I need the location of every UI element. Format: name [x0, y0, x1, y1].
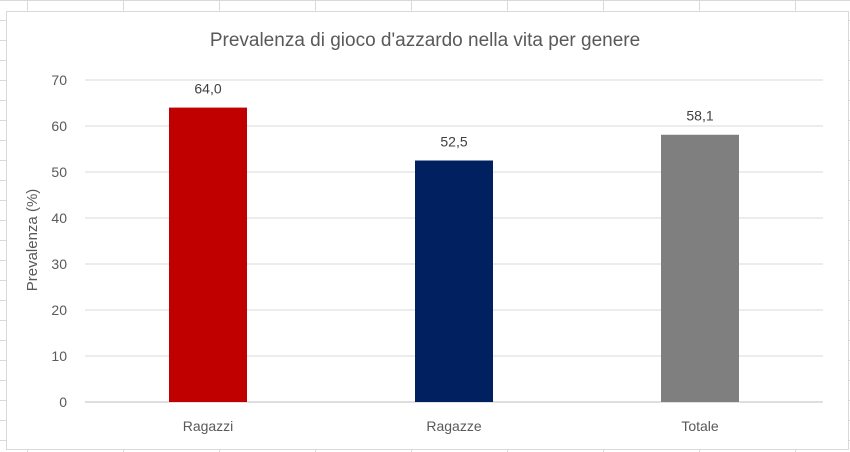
- y-tick-label: 0: [59, 394, 67, 410]
- y-tick-label: 70: [51, 72, 67, 88]
- category-label-ragazze: Ragazze: [426, 418, 481, 434]
- bar-ragazze[interactable]: [415, 160, 493, 403]
- bar-totale[interactable]: [661, 134, 739, 403]
- data-labels: 64,0 52,5 58,1: [194, 81, 713, 150]
- category-label-ragazzi: Ragazzi: [183, 418, 234, 434]
- y-tick-label: 60: [51, 118, 67, 134]
- y-tick-label: 30: [51, 256, 67, 272]
- chart-title: Prevalenza di gioco d'azzardo nella vita…: [209, 30, 641, 51]
- y-tick-label: 20: [51, 302, 67, 318]
- bar-ragazzi[interactable]: [169, 107, 247, 402]
- y-tick-label: 10: [51, 348, 67, 364]
- category-label-totale: Totale: [681, 418, 719, 434]
- y-axis-ticks: 0 10 20 30 40 50 60 70: [51, 72, 67, 410]
- bars: [169, 107, 739, 403]
- y-tick-label: 50: [51, 164, 67, 180]
- data-label-ragazzi: 64,0: [194, 81, 221, 97]
- y-tick-label: 40: [51, 210, 67, 226]
- y-axis-label: Prevalenza (%): [24, 189, 41, 292]
- category-labels: Ragazzi Ragazze Totale: [183, 418, 719, 434]
- data-label-totale: 58,1: [686, 108, 713, 124]
- data-label-ragazze: 52,5: [440, 134, 467, 150]
